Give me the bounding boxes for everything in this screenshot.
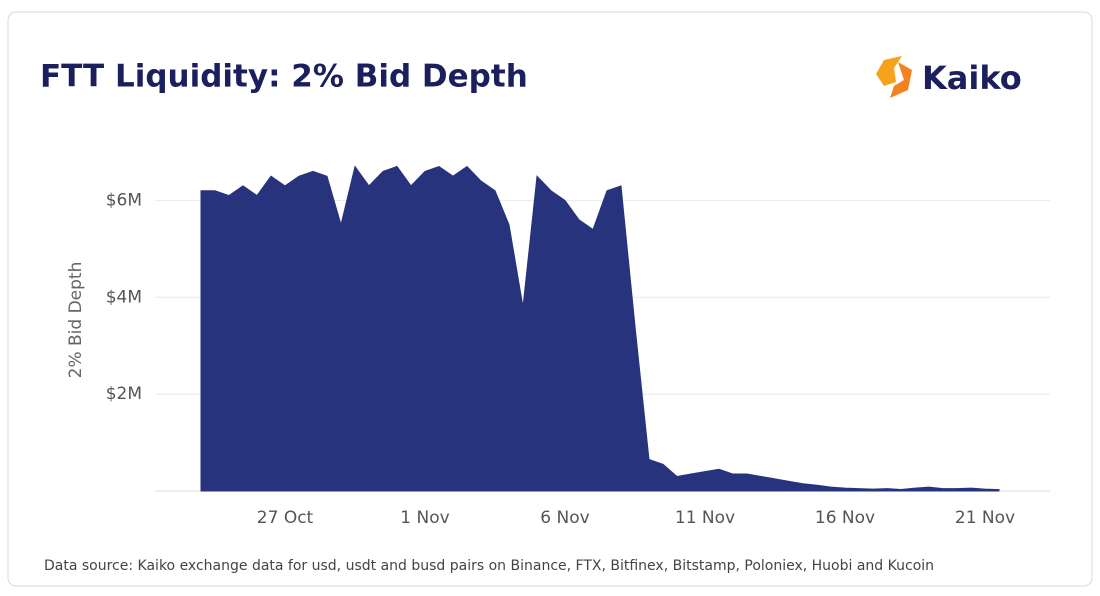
y-tick-label: $4M <box>106 287 142 307</box>
logo-icon <box>876 56 912 98</box>
x-tick-label: 1 Nov <box>400 508 449 528</box>
x-tick-label: 16 Nov <box>815 508 875 528</box>
x-tick-label: 6 Nov <box>540 508 589 528</box>
x-tick-label: 11 Nov <box>675 508 735 528</box>
area <box>200 165 1000 492</box>
chart-title: FTT Liquidity: 2% Bid Depth <box>40 59 528 95</box>
x-tick-label: 27 Oct <box>257 508 314 528</box>
logo-text: Kaiko <box>922 59 1022 97</box>
y-axis-label: 2% Bid Depth <box>66 262 86 379</box>
y-tick-label: $2M <box>106 384 142 404</box>
y-tick-label: $6M <box>106 190 142 210</box>
source-note: Data source: Kaiko exchange data for usd… <box>44 558 934 574</box>
x-tick-label: 21 Nov <box>955 508 1015 528</box>
